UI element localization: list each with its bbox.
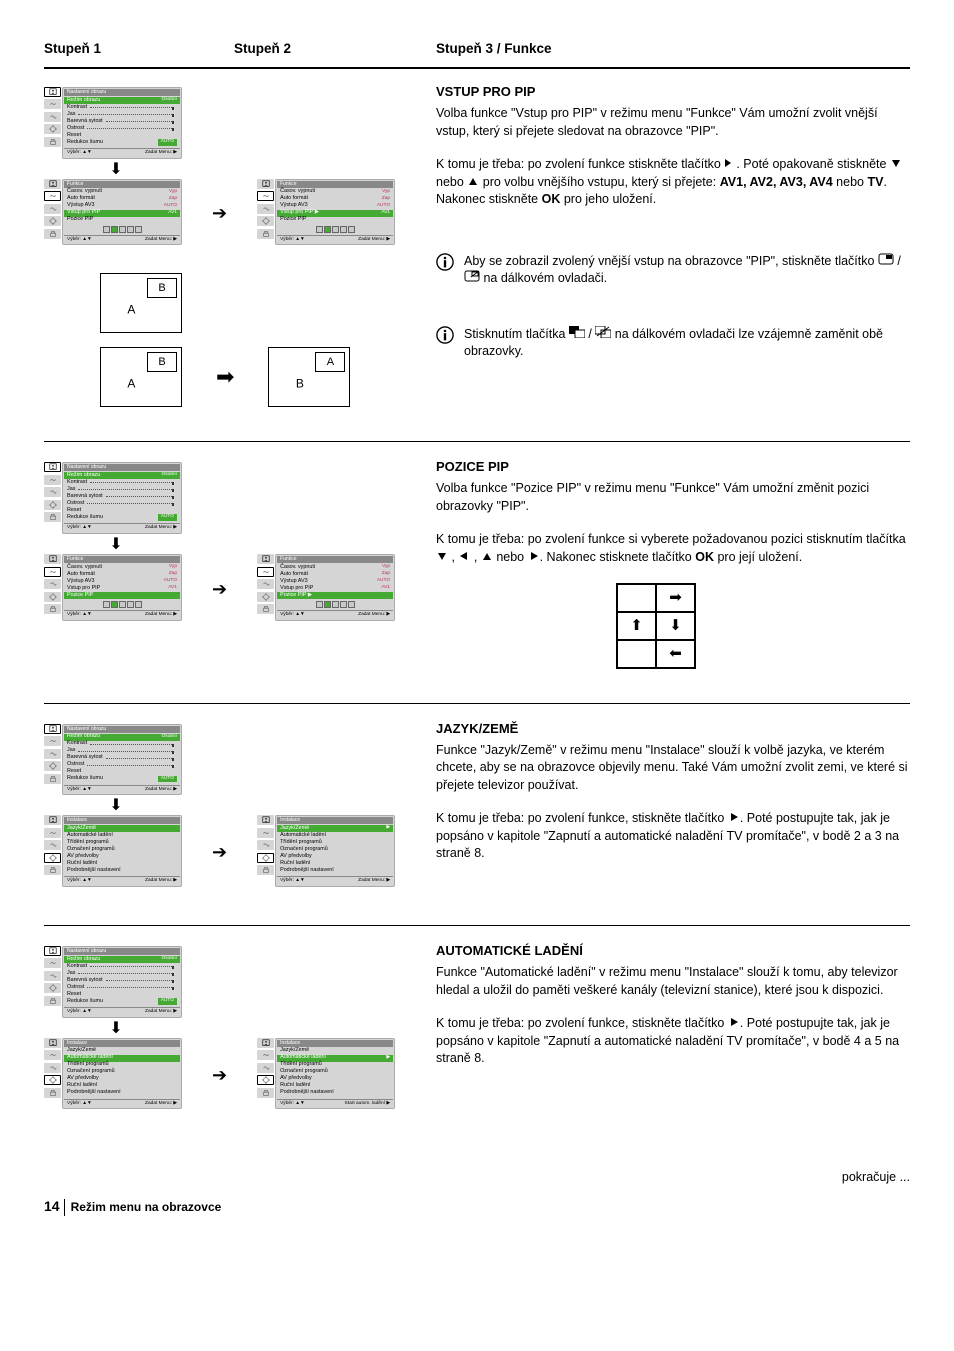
page-footer: 14 Režim menu na obrazovce pokračuje ...	[44, 1169, 910, 1217]
osd-funkce-menu-b: FunkceČasov. vypnutíVypAuto formátZapVýs…	[257, 554, 395, 625]
paragraph: Volba funkce "Vstup pro PIP" v režimu me…	[436, 105, 910, 140]
arrow-right-icon: ➔	[212, 1063, 227, 1088]
paragraph: K tomu je třeba: po zvolení funkce, stis…	[436, 810, 910, 863]
paragraph: K tomu je třeba: po zvolení funkce stisk…	[436, 156, 910, 209]
paragraph: K tomu je třeba: po zvolení funkce, stis…	[436, 1015, 910, 1068]
footer-text: Režim menu na obrazovce	[64, 1199, 222, 1216]
osd-picture-menu: Nastavení obrazuRežim obrazuOsobníKontra…	[44, 946, 182, 1022]
divider	[44, 703, 910, 704]
screen-swap-left: B A	[100, 347, 182, 407]
pip-label: B	[147, 352, 177, 372]
header-col-3: Stupeň 3 / Funkce	[436, 40, 910, 59]
pip-label-b: B	[147, 278, 177, 298]
divider	[44, 67, 910, 69]
main-label: B	[296, 376, 304, 393]
section-title: POZICE PIP	[436, 458, 910, 476]
column-headers: Stupeň 1 Stupeň 2 Stupeň 3 / Funkce	[44, 40, 910, 59]
pip-off-icon	[464, 270, 480, 288]
info-note: Stisknutím tlačítka / na dálkovém ovlada…	[436, 326, 910, 361]
arrow-up-icon	[467, 174, 479, 192]
osd-picture-menu: Nastavení obrazuRežim obrazuOsobníKontra…	[44, 724, 182, 800]
info-icon	[436, 253, 454, 271]
pip-pos-br: ⬇	[656, 612, 695, 640]
swap-icon	[569, 326, 585, 344]
paragraph: Volba funkce "Pozice PIP" v režimu menu …	[436, 480, 910, 515]
pip-pos-ll	[617, 640, 656, 668]
arrow-right-icon	[724, 156, 736, 174]
screen-swap-right: A B	[268, 347, 350, 407]
arrow-down-icon: ⬇	[86, 540, 146, 550]
info-note: Aby se zobrazil zvolený vnější vstup na …	[436, 253, 910, 288]
header-col-2: Stupeň 2	[234, 40, 436, 59]
arrow-right-icon: ➔	[212, 840, 227, 865]
section-title: JAZYK/ZEMĚ	[436, 720, 910, 738]
osd-funkce-menu-b: FunkceČasov. vypnutíVypAuto formátZapVýs…	[257, 179, 395, 250]
arrow-down-icon: ⬇	[86, 1024, 146, 1034]
arrow-down-icon: ⬇	[86, 165, 146, 175]
osd-install-menu: InstalaceJazyk/ZeměAutomatické laděníTří…	[44, 815, 182, 891]
pip-pos-bl: ⬆	[617, 612, 656, 640]
osd-funkce-menu: FunkceČasov. vypnutíVypAuto formátZapVýs…	[44, 179, 182, 250]
main-label: A	[127, 376, 135, 393]
paragraph: Funkce "Automatické ladění" v režimu men…	[436, 964, 910, 999]
arrow-up-icon	[481, 549, 493, 567]
section-title: VSTUP PRO PIP	[436, 83, 910, 101]
osd-install-menu-b: InstalaceJazyk/ZeměAutomatické ladění▶Tř…	[257, 1038, 395, 1114]
osd-install-menu-b: InstalaceJazyk/Země▶Automatické laděníTř…	[257, 815, 395, 891]
divider	[44, 441, 910, 442]
page-number: 14	[44, 1197, 60, 1217]
arrow-left-icon	[458, 549, 470, 567]
header-col-1: Stupeň 1	[44, 40, 234, 59]
arrow-down-icon: ⬇	[86, 801, 146, 811]
pip-position-grid: ➡ ⬆⬇ ⬅	[616, 583, 696, 669]
osd-picture-menu: Nastavení obrazuRežim obrazuOsobníKontra…	[44, 87, 182, 163]
info-icon	[436, 326, 454, 344]
arrow-down-icon	[436, 549, 448, 567]
screen-pip-topright: B A	[100, 273, 182, 333]
arrow-right-icon: ➔	[212, 201, 227, 226]
paragraph: K tomu je třeba: po zvolení funkce si vy…	[436, 531, 910, 566]
arrow-down-icon	[890, 156, 902, 174]
pip-label: A	[315, 352, 345, 372]
arrow-right-icon	[728, 810, 740, 828]
pip-pos-tr: ➡	[656, 584, 695, 612]
arrow-right-icon	[728, 1015, 740, 1033]
pip-pos-tl	[617, 584, 656, 612]
arrow-right-icon: ➔	[212, 577, 227, 602]
arrow-right-icon: ➡	[216, 362, 234, 393]
pip-pos-lr: ⬅	[656, 640, 695, 668]
osd-funkce-menu: FunkceČasov. vypnutíVypAuto formátZapVýs…	[44, 554, 182, 625]
main-label-a: A	[127, 302, 135, 319]
pip-on-icon	[878, 253, 894, 271]
paragraph: Funkce "Jazyk/Země" v režimu menu "Insta…	[436, 742, 910, 795]
section-title: AUTOMATICKÉ LADĚNÍ	[436, 942, 910, 960]
continued-text: pokračuje ...	[842, 1169, 910, 1187]
divider	[44, 925, 910, 926]
swap-off-icon	[595, 326, 611, 344]
osd-picture-menu: Nastavení obrazuRežim obrazuOsobníKontra…	[44, 462, 182, 538]
osd-install-menu: InstalaceJazyk/ZeměAutomatické laděníTří…	[44, 1038, 182, 1114]
arrow-right-icon	[528, 549, 540, 567]
